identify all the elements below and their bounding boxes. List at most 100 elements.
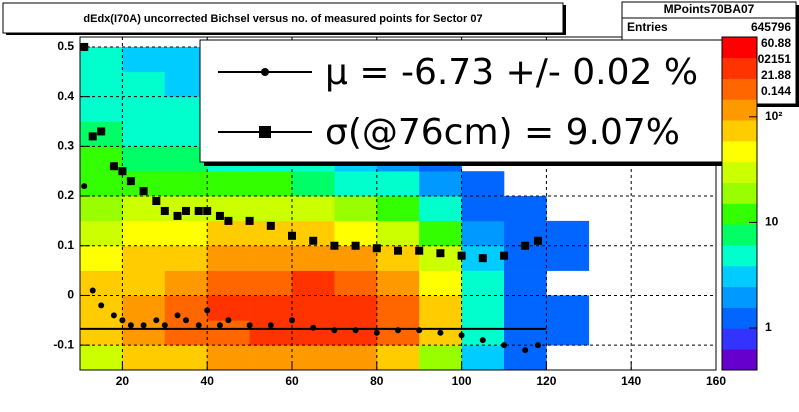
point	[204, 307, 211, 314]
color-band	[722, 245, 757, 267]
heat-cell	[419, 220, 462, 247]
x-tick-label: 100	[452, 374, 472, 388]
heat-cell	[207, 320, 250, 346]
point	[266, 221, 275, 230]
color-band	[722, 141, 757, 163]
x-tick-label: 40	[201, 374, 215, 388]
heat-cell	[122, 71, 166, 97]
heat-cell	[80, 270, 123, 296]
heat-cell	[292, 320, 335, 346]
color-band	[722, 265, 757, 288]
heat-cell	[249, 270, 293, 296]
point	[225, 317, 232, 324]
y-tick-label: 0.5	[57, 39, 74, 53]
heat-cell	[292, 196, 335, 222]
point	[215, 211, 224, 220]
point	[81, 183, 88, 190]
heat-cell	[504, 295, 547, 321]
point	[501, 342, 507, 349]
heat-cell	[164, 220, 208, 247]
legend-entry: μ = -6.73 +/- 0.02 %	[325, 52, 698, 93]
color-band	[722, 37, 757, 59]
x-tick-label: 60	[285, 374, 299, 388]
heat-cell	[334, 196, 378, 222]
y-tick-label: 0.4	[57, 89, 74, 103]
heat-cell	[461, 196, 505, 222]
color-band	[722, 57, 757, 79]
heat-cell	[546, 295, 590, 321]
point	[216, 322, 223, 329]
point	[331, 327, 338, 334]
y-tick-label: 0.2	[57, 188, 74, 202]
heat-cell	[461, 220, 505, 247]
heat-cell	[207, 345, 250, 371]
color-band	[722, 203, 757, 225]
y-tick-label: 0.1	[57, 238, 74, 252]
heat-cell	[419, 171, 462, 197]
point	[394, 246, 402, 255]
z-tick-label: 10²	[765, 109, 782, 123]
color-band	[722, 286, 757, 308]
heat-cell	[376, 345, 420, 371]
point	[98, 302, 105, 309]
title-box	[2, 2, 564, 34]
point	[88, 132, 97, 141]
heat-cell	[164, 345, 208, 371]
heat-cell	[334, 245, 378, 271]
heat-cell	[292, 171, 335, 197]
heat-cell	[504, 270, 547, 296]
point	[152, 197, 161, 206]
point	[534, 342, 541, 349]
point	[194, 206, 203, 215]
stats-value: 0.02151	[748, 52, 792, 66]
point	[458, 332, 465, 339]
heat-cell	[376, 270, 420, 296]
heat-cell	[122, 245, 166, 271]
point	[521, 241, 530, 250]
stats-value: 21.88	[761, 68, 791, 82]
color-bar-frame	[721, 36, 758, 371]
point	[119, 317, 126, 324]
point	[245, 216, 254, 225]
color-band	[722, 328, 757, 350]
color-band	[722, 182, 757, 204]
y-tick-label: 0	[67, 288, 74, 302]
heat-cell	[461, 270, 505, 296]
y-tick-label: -0.1	[53, 337, 74, 351]
point	[140, 322, 147, 329]
x-tick-label: 80	[370, 374, 384, 388]
heat-cell	[376, 196, 420, 222]
color-band	[722, 120, 757, 142]
legend-entry: σ(@76cm) = 9.07%	[325, 112, 680, 153]
x-tick-label: 140	[621, 374, 641, 388]
chart-title: dEdx(I70A) uncorrected Bichsel versus no…	[83, 13, 482, 25]
point	[522, 347, 529, 354]
heat-cell	[249, 245, 293, 271]
heat-cell	[164, 245, 208, 271]
axes: 20 40 60 80 100 120 140 160 -0.1 0 0.1 0.2 0.3 0.4 0.5	[53, 39, 726, 388]
point	[110, 312, 117, 319]
heat-cell	[80, 245, 123, 271]
point	[203, 206, 212, 215]
point	[415, 246, 424, 255]
z-tick-label: 10	[765, 215, 779, 229]
heat-cell	[334, 295, 378, 321]
point	[309, 236, 318, 245]
point	[500, 251, 508, 260]
color-band	[722, 99, 757, 121]
heat-cell	[122, 146, 166, 172]
point	[479, 337, 486, 344]
stats-value: 0.144	[761, 84, 791, 98]
point	[182, 206, 190, 215]
heat-cell	[164, 171, 208, 197]
heat-cell	[122, 121, 166, 147]
heat-cell	[461, 295, 505, 321]
heat-cell	[419, 196, 462, 222]
heat-cell	[376, 295, 420, 321]
heat-cell	[249, 295, 293, 321]
point	[153, 317, 160, 324]
point	[173, 211, 182, 220]
heat-cell	[122, 345, 166, 371]
heat-cell	[292, 245, 335, 271]
